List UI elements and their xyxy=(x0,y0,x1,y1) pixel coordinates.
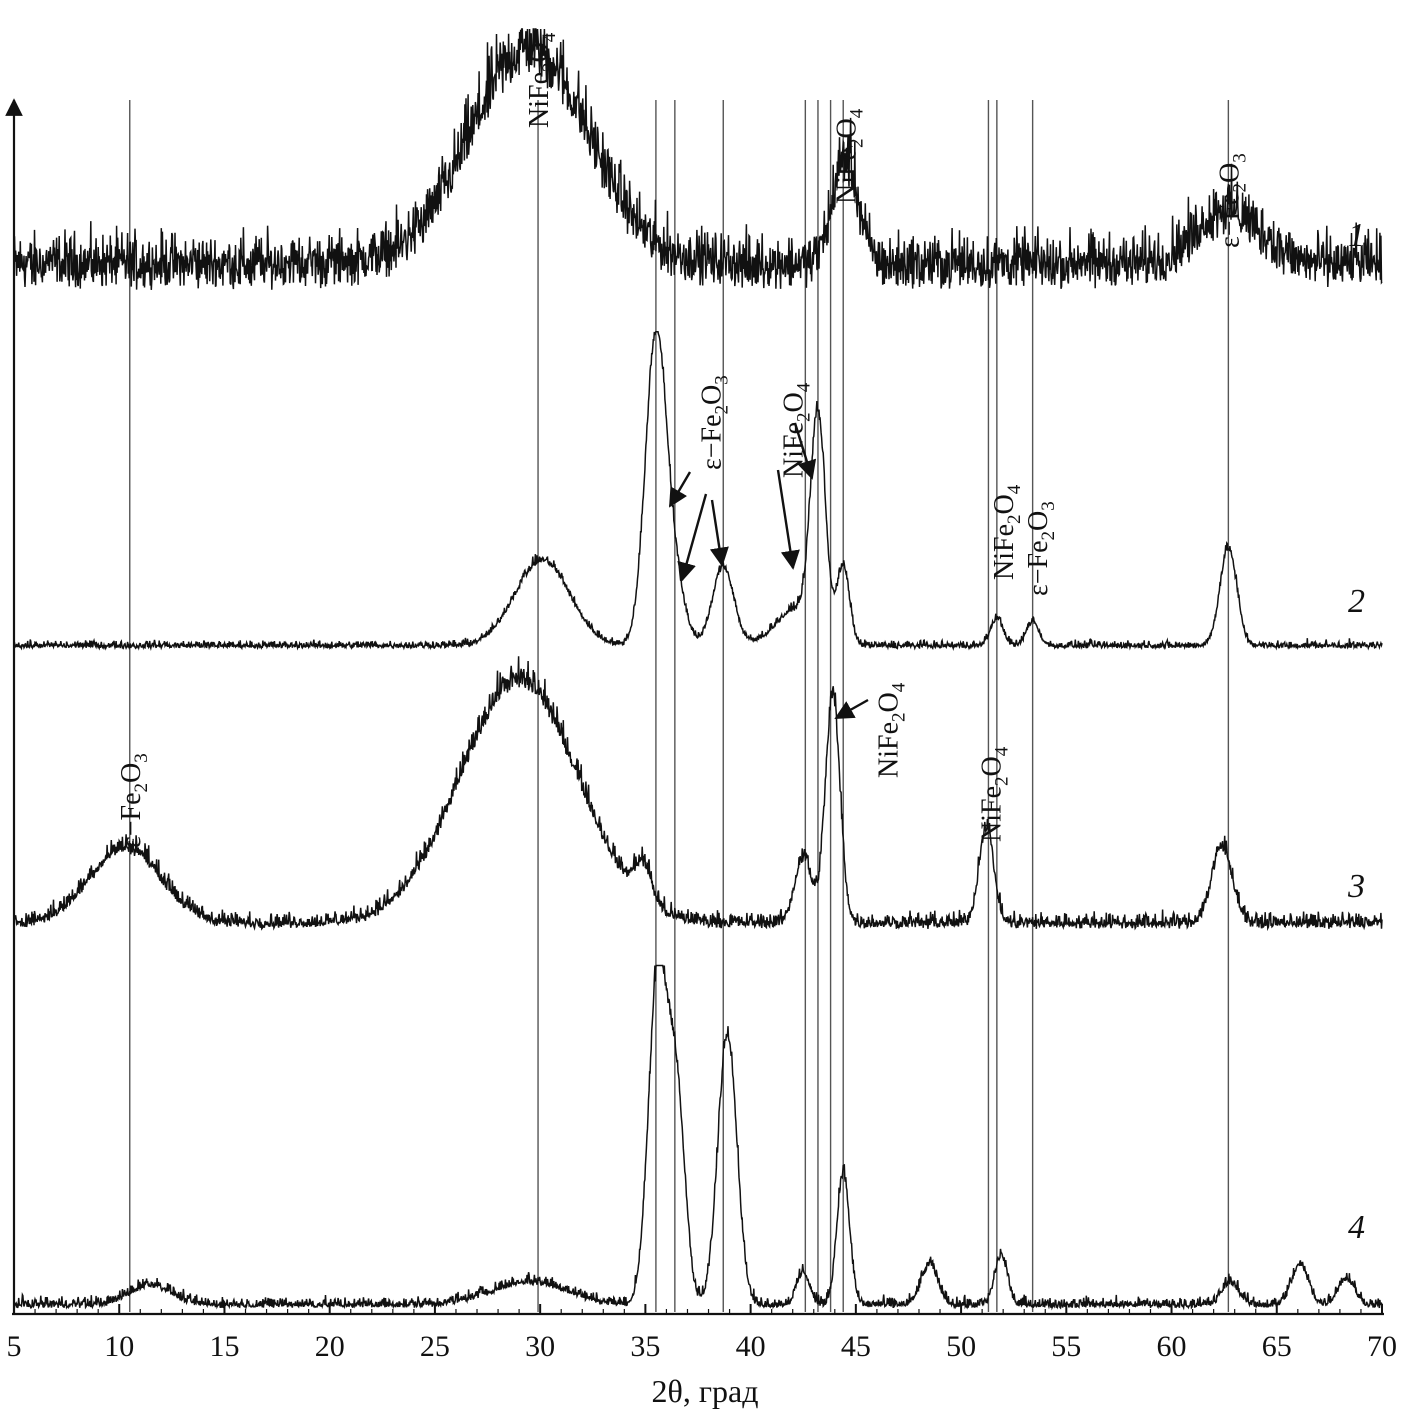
annotation-7-sub2: 3 xyxy=(131,753,152,763)
annotation-6: ε−Fe2O3 xyxy=(1023,501,1059,596)
annotation-1-text2: O xyxy=(831,118,862,138)
annotation-4: NiFe2O4 xyxy=(779,382,815,478)
curve-label-1: 1 xyxy=(1348,217,1365,254)
curve-label-4: 4 xyxy=(1348,1209,1365,1246)
annotation-1: NiFe2O4 xyxy=(831,108,867,204)
annotation-0-sub: 2 xyxy=(539,63,560,73)
annotation-8-sub2: 4 xyxy=(888,682,909,692)
x-tick-label-35: 35 xyxy=(630,1330,660,1363)
annotation-5: NiFe2O4 xyxy=(989,484,1025,580)
annotation-2-text: ε−Fe xyxy=(1214,192,1245,248)
x-axis-title: 2θ, град xyxy=(652,1373,759,1409)
annotation-7-text: ε−Fe xyxy=(116,792,147,848)
annotation-9-text: NiFe xyxy=(977,786,1008,842)
x-tick-label-65: 65 xyxy=(1262,1330,1292,1363)
annotation-8: NiFe2O4 xyxy=(873,682,909,778)
arrow-2-e-fe2o3-c xyxy=(709,499,729,567)
annotation-arrows xyxy=(668,422,869,720)
annotation-9-text2: O xyxy=(977,756,1008,776)
annotation-0: NiFe2O4 xyxy=(524,32,560,128)
annotation-2-text2: O xyxy=(1214,163,1245,183)
arrow-2-nife2o4-b xyxy=(793,422,817,480)
annotation-6-sub: 2 xyxy=(1038,531,1059,541)
annotation-1-sub: 2 xyxy=(846,139,867,149)
curve-1 xyxy=(13,28,1383,290)
annotation-9: NiFe2O4 xyxy=(977,746,1013,842)
annotation-2-sub2: 3 xyxy=(1229,153,1250,163)
x-tick-label-10: 10 xyxy=(104,1330,134,1363)
x-tick-label-55: 55 xyxy=(1051,1330,1081,1363)
annotation-3-sub: 2 xyxy=(712,405,733,415)
annotation-8-text: NiFe xyxy=(873,722,904,778)
annotation-8-text2: O xyxy=(873,692,904,712)
arrow-2-e-fe2o3-b xyxy=(677,493,708,582)
annotation-1-text: NiFe xyxy=(831,148,862,204)
annotation-4-text2: O xyxy=(779,392,810,412)
curve-4 xyxy=(13,964,1383,1311)
annotation-0-text2: O xyxy=(524,42,555,62)
annotation-8-sub: 2 xyxy=(888,713,909,723)
arrow-2-e-fe2o3-a xyxy=(668,471,692,508)
annotation-5-text2: O xyxy=(989,494,1020,514)
curve-2 xyxy=(13,331,1383,652)
curve-label-3: 3 xyxy=(1347,868,1365,905)
x-tick-label-15: 15 xyxy=(209,1330,239,1363)
curve-labels: 1 2 3 4 xyxy=(1347,217,1365,1246)
annotation-4-text: NiFe xyxy=(779,422,810,478)
annotation-2: ε−Fe2O3 xyxy=(1214,153,1250,248)
arrow-3-nife2o4 xyxy=(834,698,869,720)
reference-lines xyxy=(129,100,1230,1312)
annotation-9-sub: 2 xyxy=(992,777,1013,787)
annotation-5-text: NiFe xyxy=(989,524,1020,580)
axes: 5 10 15 20 25 30 35 40 45 50 55 60 65 70 xyxy=(5,98,1397,1363)
x-tick-label-70: 70 xyxy=(1367,1330,1397,1363)
annotation-4-sub2: 4 xyxy=(794,382,815,392)
phase-annotations: NiFe2O4NiFe2O4ε−Fe2O3ε−Fe2O3NiFe2O4NiFe2… xyxy=(116,32,1251,848)
annotation-7-text2: O xyxy=(116,763,147,783)
annotation-3: ε−Fe2O3 xyxy=(697,375,733,470)
x-tick-label-5: 5 xyxy=(7,1330,22,1363)
annotation-0-text: NiFe xyxy=(524,72,555,128)
annotation-1-sub2: 4 xyxy=(846,108,867,118)
diffraction-curves xyxy=(13,28,1383,1311)
annotation-5-sub2: 4 xyxy=(1004,484,1025,494)
arrow-2-nife2o4-a xyxy=(776,469,800,570)
x-tick-label-25: 25 xyxy=(420,1330,450,1363)
annotation-6-text2: O xyxy=(1023,511,1054,531)
x-tick-label-30: 30 xyxy=(525,1330,555,1363)
annotation-6-text: ε−Fe xyxy=(1023,540,1054,596)
x-tick-label-45: 45 xyxy=(841,1330,871,1363)
x-tick-label-40: 40 xyxy=(736,1330,766,1363)
annotation-3-text: ε−Fe xyxy=(697,414,728,470)
annotation-5-sub: 2 xyxy=(1004,515,1025,525)
annotation-6-sub2: 3 xyxy=(1038,501,1059,511)
annotation-0-sub2: 4 xyxy=(539,32,560,42)
x-tick-label-50: 50 xyxy=(946,1330,976,1363)
annotation-2-sub: 2 xyxy=(1229,183,1250,193)
annotation-7: ε−Fe2O3 xyxy=(116,753,152,848)
curve-3 xyxy=(13,656,1383,932)
annotation-4-sub: 2 xyxy=(794,413,815,423)
annotation-3-text2: O xyxy=(697,385,728,405)
x-tick-label-60: 60 xyxy=(1157,1330,1187,1363)
curve-label-2: 2 xyxy=(1348,583,1365,620)
x-tick-label-20: 20 xyxy=(315,1330,345,1363)
annotation-7-sub: 2 xyxy=(131,783,152,793)
annotation-3-sub2: 3 xyxy=(712,375,733,385)
annotation-9-sub2: 4 xyxy=(992,746,1013,756)
